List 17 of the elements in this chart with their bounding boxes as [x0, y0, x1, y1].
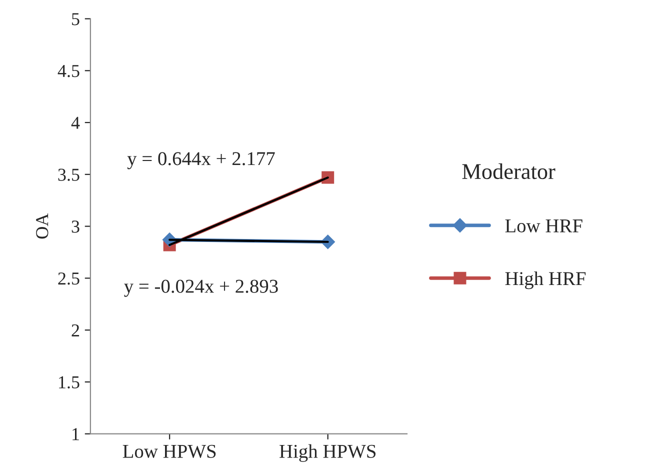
legend-title: Moderator — [462, 163, 556, 180]
y-tick-label: 3 — [72, 220, 80, 233]
legend-label: Low HRF — [505, 219, 582, 232]
y-tick-label: 4 — [71, 116, 80, 129]
y-tick-label: 3.5 — [58, 168, 80, 181]
annotation: y = -0.024x + 2.893 — [124, 280, 278, 297]
x-tick-label: High HPWS — [280, 444, 376, 462]
y-tick-label: 2 — [72, 324, 80, 336]
y-axis-title: OA — [36, 213, 48, 239]
y-tick-label: 4.5 — [58, 65, 80, 78]
y-tick-label: 5 — [72, 13, 80, 26]
x-tick-label: Low HPWS — [122, 444, 216, 458]
annotation: y = 0.644x + 2.177 — [127, 152, 275, 170]
y-tick-label: 1.5 — [59, 376, 80, 388]
legend-label: High HRF — [505, 271, 586, 290]
y-tick-label: 2.5 — [58, 272, 80, 285]
y-tick-label: 1 — [72, 428, 79, 440]
